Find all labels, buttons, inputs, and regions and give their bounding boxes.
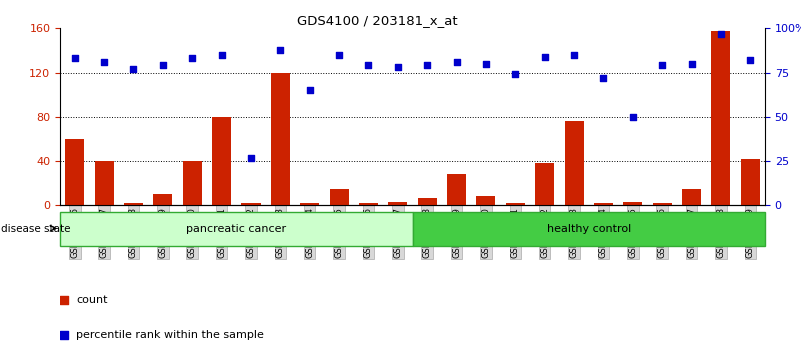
Point [656, 63, 669, 68]
Bar [65, 139, 84, 205]
Bar [329, 189, 348, 205]
Point [509, 72, 521, 77]
Bar [60, 212, 413, 246]
Bar [300, 203, 320, 205]
Bar [477, 196, 496, 205]
Point [332, 52, 345, 58]
Point [714, 31, 727, 36]
Bar [359, 203, 378, 205]
Bar [271, 73, 290, 205]
Point [362, 63, 375, 68]
Text: count: count [76, 295, 107, 305]
Point [68, 56, 81, 61]
Point [186, 56, 199, 61]
Bar [623, 202, 642, 205]
Text: percentile rank within the sample: percentile rank within the sample [76, 330, 264, 340]
Point [480, 61, 493, 67]
Bar [505, 203, 525, 205]
Bar [711, 30, 731, 205]
Bar [241, 203, 260, 205]
Point [274, 47, 287, 52]
Point [568, 52, 581, 58]
Point [127, 66, 140, 72]
Point [538, 54, 551, 59]
Point [744, 57, 757, 63]
Bar [653, 203, 672, 205]
Bar [417, 198, 437, 205]
Text: disease state: disease state [1, 224, 70, 234]
Point [98, 59, 111, 65]
Point [244, 155, 257, 160]
Point [685, 61, 698, 67]
Bar [183, 161, 202, 205]
Point [392, 64, 405, 70]
Bar [95, 161, 114, 205]
Point [304, 87, 316, 93]
Text: healthy control: healthy control [546, 224, 631, 234]
Point [290, 167, 303, 173]
Bar [212, 117, 231, 205]
Bar [413, 212, 765, 246]
Bar [153, 194, 172, 205]
Bar [741, 159, 760, 205]
Text: pancreatic cancer: pancreatic cancer [186, 224, 286, 234]
Title: GDS4100 / 203181_x_at: GDS4100 / 203181_x_at [297, 14, 457, 27]
Point [450, 59, 463, 65]
Point [626, 114, 639, 120]
Point [597, 75, 610, 81]
Point [421, 63, 433, 68]
Point [156, 63, 169, 68]
Bar [388, 202, 408, 205]
Bar [447, 175, 466, 205]
Bar [565, 121, 584, 205]
Bar [535, 163, 554, 205]
Bar [594, 203, 613, 205]
Bar [682, 189, 701, 205]
Bar [124, 203, 143, 205]
Point [215, 52, 228, 58]
